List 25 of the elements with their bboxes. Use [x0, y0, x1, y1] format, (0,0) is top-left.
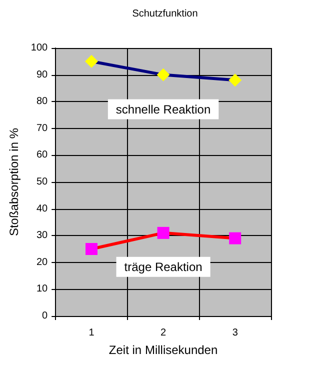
y-tick-label: 80 [36, 96, 48, 108]
y-axis-title: Stoßabsorption in % [7, 128, 21, 236]
point [228, 74, 242, 87]
x-tick-label: 2 [160, 328, 167, 338]
point [85, 243, 98, 255]
y-tick-label: 20 [36, 256, 48, 268]
y-tick-label: 40 [36, 203, 48, 214]
point [84, 54, 98, 68]
y-tick-label: 30 [36, 230, 48, 242]
y-tick-label: 60 [36, 150, 48, 161]
y-tick-label: 90 [36, 69, 48, 80]
y-tick-label: 50 [36, 176, 48, 188]
series-label: träge Reaktion [124, 260, 202, 274]
point [229, 232, 242, 244]
chart-title: Schutzfunktion [132, 8, 198, 20]
y-tick-label: 70 [36, 122, 48, 134]
y-tick-label: 100 [30, 42, 48, 54]
x-tick-label: 3 [232, 328, 238, 338]
x-axis-title: Zeit in Millisekunden [108, 343, 218, 357]
y-tick-label: 10 [36, 284, 48, 295]
y-tick-label: 0 [42, 310, 48, 322]
point [157, 226, 170, 239]
point [156, 68, 170, 82]
series-label: schnelle Reaktion [116, 102, 211, 116]
x-tick-label: 1 [88, 328, 95, 338]
